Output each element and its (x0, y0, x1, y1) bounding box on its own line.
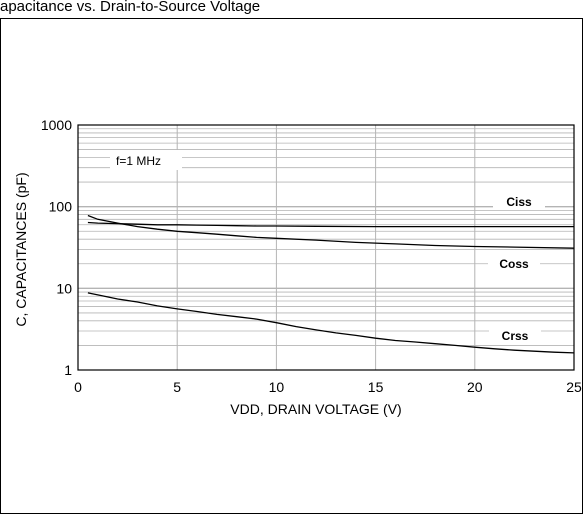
series-label-ciss: Ciss (506, 195, 532, 209)
chart-labels: VDD, DRAIN VOLTAGE (V) C, CAPACITANCES (p… (13, 150, 545, 417)
x-tick-label: 10 (269, 379, 285, 395)
y-tick-label: 100 (49, 199, 73, 215)
series-label-coss: Coss (499, 257, 529, 271)
frequency-annotation: f=1 MHz (116, 154, 161, 168)
y-tick-label: 10 (56, 280, 72, 296)
x-tick-label: 15 (368, 379, 384, 395)
y-tick-label: 1 (64, 362, 72, 378)
series-label-crss: Crss (502, 329, 529, 343)
x-tick-label: 0 (74, 379, 82, 395)
x-axis-label: VDD, DRAIN VOLTAGE (V) (230, 401, 401, 417)
x-tick-label: 20 (467, 379, 483, 395)
x-tick-label: 25 (566, 379, 582, 395)
series-line-coss (88, 216, 574, 249)
y-axis-label: C, CAPACITANCES (pF) (13, 172, 29, 326)
y-tick-label: 1000 (41, 117, 72, 133)
x-tick-label: 5 (173, 379, 181, 395)
